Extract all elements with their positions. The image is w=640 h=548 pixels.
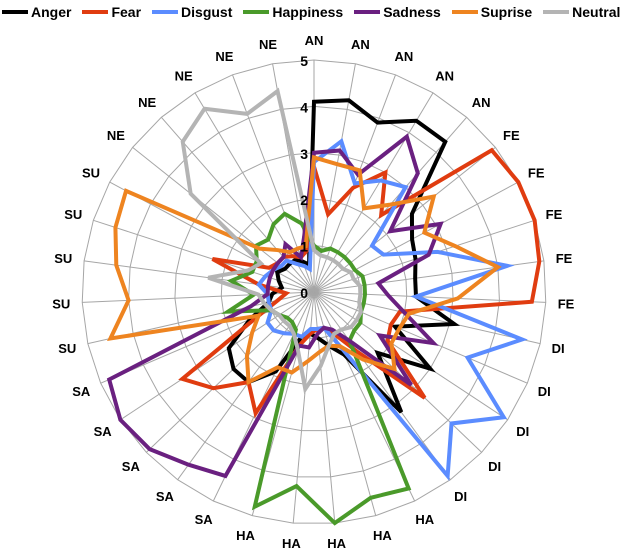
category-label: HA [327, 536, 346, 548]
category-label: SU [58, 341, 76, 356]
spoke-line [313, 291, 377, 516]
chart-legend: Anger Fear Disgust Happiness Sadness Suprise N… [2, 4, 631, 20]
category-label: NE [138, 95, 156, 110]
category-label: AN [351, 37, 370, 52]
tick-label: 4 [300, 99, 308, 115]
category-label: SU [82, 166, 100, 181]
category-label: HA [282, 536, 301, 548]
category-label: SU [64, 207, 82, 222]
category-label: SA [122, 459, 141, 474]
legend-item: Suprise [451, 4, 533, 20]
legend-item: Disgust [152, 4, 232, 20]
category-label: DI [488, 459, 501, 474]
category-label: AN [305, 33, 324, 48]
category-label: DI [538, 384, 551, 399]
legend-item: Happiness [243, 4, 343, 20]
spoke-line [313, 291, 546, 303]
category-label: SA [72, 384, 91, 399]
grid-ring [174, 152, 454, 432]
legend-label: Sadness [383, 4, 441, 20]
series-line-fear [178, 147, 542, 419]
category-label: HA [236, 528, 255, 543]
legend-swatch [243, 10, 270, 14]
spoke-line [313, 181, 519, 293]
category-label: NE [259, 37, 277, 52]
legend-swatch [152, 10, 179, 14]
legend-label: Fear [111, 4, 142, 20]
legend-swatch [82, 10, 109, 14]
spoke-line [100, 291, 315, 384]
tick-label: 3 [300, 146, 308, 162]
tick-label: 2 [300, 192, 308, 208]
tick-label: 1 [300, 239, 308, 255]
grid-ring [128, 105, 500, 478]
legend-swatch [354, 10, 381, 14]
category-label: NE [215, 49, 233, 64]
category-label: FE [558, 296, 575, 311]
category-label: AN [395, 49, 414, 64]
legend-label: Happiness [272, 4, 344, 20]
legend-swatch [2, 10, 28, 14]
category-label: AN [435, 69, 454, 84]
category-label: NE [175, 69, 193, 84]
spoke-line [120, 291, 315, 421]
category-label: DI [516, 424, 529, 439]
category-label: SA [195, 512, 214, 527]
category-label: DI [552, 341, 565, 356]
legend-label: Disgust [181, 4, 233, 20]
legend-item: Sadness [354, 4, 441, 20]
series-line-sadness [106, 133, 444, 479]
legend-label: Suprise [480, 4, 533, 20]
spoke-line [313, 291, 508, 421]
tick-label: 5 [300, 53, 308, 69]
category-label: SA [156, 489, 175, 504]
legend-label: Neutral [572, 4, 621, 20]
legend-item: Neutral [543, 4, 620, 20]
spoke-line [177, 291, 315, 480]
legend-item: Fear [82, 4, 141, 20]
tick-label: 0 [300, 285, 308, 301]
legend-item: Anger [2, 4, 71, 20]
category-label: FE [503, 128, 520, 143]
category-label: FE [556, 251, 573, 266]
spoke-line [313, 291, 483, 453]
category-label: HA [415, 512, 434, 527]
category-label: DI [454, 489, 467, 504]
spoke-line [313, 291, 541, 345]
spoke-line [313, 291, 451, 480]
legend-swatch [451, 10, 478, 14]
series-line-disgust [256, 138, 528, 482]
category-label: NE [107, 128, 125, 143]
series-line-suprise [107, 154, 502, 386]
category-label: SU [54, 251, 72, 266]
category-label: HA [373, 528, 392, 543]
category-label: FE [546, 207, 563, 222]
spoke-line [84, 260, 315, 293]
category-label: SU [52, 296, 70, 311]
legend-label: Anger [31, 4, 72, 20]
grid-ring [220, 198, 408, 385]
series-line-neutral [180, 87, 364, 395]
legend-swatch [543, 10, 570, 14]
category-label: SA [94, 424, 113, 439]
category-label: FE [528, 166, 545, 181]
category-label: AN [472, 95, 491, 110]
spoke-line [313, 291, 528, 384]
